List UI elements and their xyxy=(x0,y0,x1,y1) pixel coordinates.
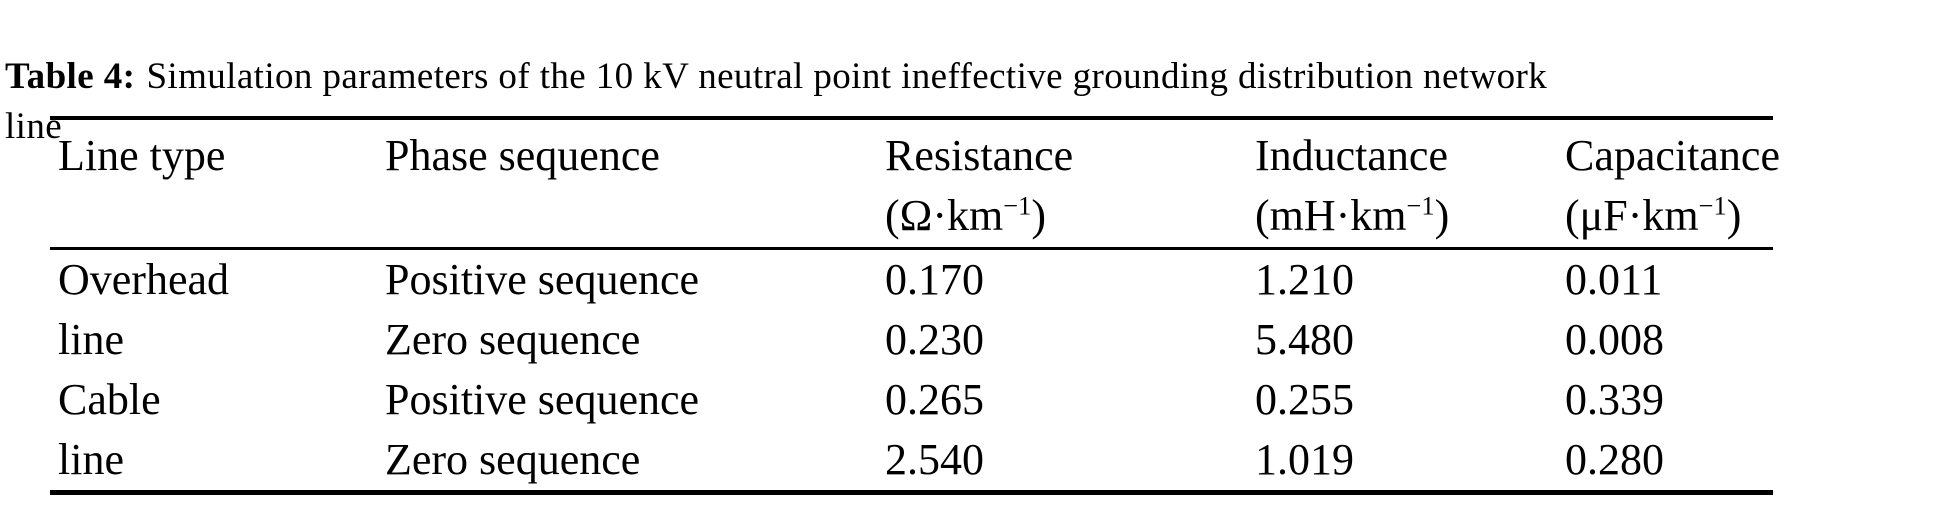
table-row: Cable line Positive sequence 0.265 0.255… xyxy=(50,370,1773,484)
column-header-resistance: Resistance (Ω·km−1) xyxy=(877,118,1247,248)
unit-exponent: −1 xyxy=(1698,190,1727,221)
cell-capacitance: 0.008 xyxy=(1565,314,1664,364)
unit-exponent: −1 xyxy=(1406,190,1435,221)
cell-inductance: 1.019 xyxy=(1255,434,1354,484)
cell-capacitance: 0.011 xyxy=(1565,254,1663,304)
table-caption-text: Simulation parameters of the 10 kV neutr… xyxy=(5,56,1548,147)
column-name: Resistance xyxy=(885,131,1074,180)
unit-text: (mH·km xyxy=(1255,191,1407,240)
column-name: Inductance xyxy=(1255,131,1448,180)
header-row: Line type Phase sequence Resistance (Ω·k… xyxy=(50,118,1780,248)
cell-phase-sequence: Positive sequence xyxy=(385,374,700,424)
cell-capacitance: 0.280 xyxy=(1565,434,1664,484)
column-header-line-type: Line type xyxy=(50,118,377,248)
cell-inductance: 0.255 xyxy=(1255,374,1354,424)
cell-inductance: 1.210 xyxy=(1255,254,1354,304)
column-header-phase-sequence: Phase sequence xyxy=(377,118,877,248)
table-row: Zero sequence 0.230 5.480 0.008 xyxy=(50,310,1773,370)
cell-line-type: Overhead line xyxy=(58,254,230,364)
unit-text: ) xyxy=(1726,191,1742,240)
cell-resistance: 0.230 xyxy=(885,314,984,364)
cell-resistance: 0.265 xyxy=(885,374,984,424)
cell-phase-sequence: Zero sequence xyxy=(385,314,641,364)
table-caption: Table 4: Simulation parameters of the 10 … xyxy=(5,2,1951,152)
cell-phase-sequence: Zero sequence xyxy=(385,434,641,484)
cell-phase-sequence: Positive sequence xyxy=(385,254,700,304)
unit-text: ) xyxy=(1434,191,1450,240)
column-header-inductance: Inductance (mH·km−1) xyxy=(1247,118,1557,248)
table-row: Overhead line Positive sequence 0.170 1.… xyxy=(50,248,1773,364)
unit-text: (μF·km xyxy=(1565,191,1699,240)
table-row: Zero sequence 2.540 1.019 0.280 xyxy=(50,430,1773,493)
unit-text: ) xyxy=(1031,191,1046,240)
unit-text: (Ω·km xyxy=(885,191,1004,240)
cell-capacitance: 0.339 xyxy=(1565,374,1664,424)
column-name: Line type xyxy=(58,131,226,180)
column-unit: (mH·km−1) xyxy=(1255,186,1557,246)
cell-resistance: 2.540 xyxy=(885,434,984,484)
cell-resistance: 0.170 xyxy=(885,254,984,304)
column-name: Phase sequence xyxy=(385,131,660,180)
cell-inductance: 5.480 xyxy=(1255,314,1354,364)
column-unit: (μF·km−1) xyxy=(1565,186,1773,246)
simulation-parameters-table: Line type Phase sequence Resistance (Ω·k… xyxy=(50,116,1780,495)
column-unit: (Ω·km−1) xyxy=(885,186,1247,246)
unit-exponent: −1 xyxy=(1003,190,1032,221)
table-caption-label: Table 4: xyxy=(5,56,136,97)
column-header-capacitance: Capacitance (μF·km−1) xyxy=(1557,118,1780,248)
column-name: Capacitance xyxy=(1565,131,1780,180)
cell-line-type: Cable line xyxy=(58,374,161,484)
